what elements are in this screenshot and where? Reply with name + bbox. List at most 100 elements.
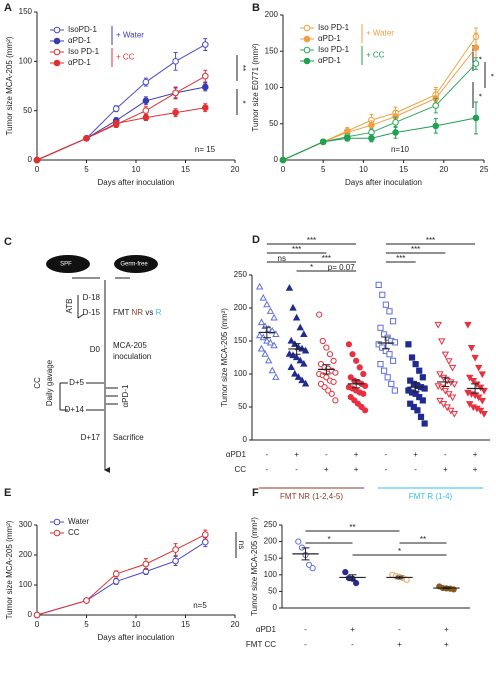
data-point bbox=[475, 364, 483, 372]
atb-arrow bbox=[77, 295, 85, 319]
data-point bbox=[407, 377, 414, 384]
data-point bbox=[368, 134, 375, 142]
sem-bar bbox=[262, 326, 271, 339]
data-point bbox=[467, 345, 476, 352]
x-tick-label: 10 bbox=[359, 165, 368, 174]
x-tick-label: 25 bbox=[480, 165, 489, 174]
data-point bbox=[287, 363, 295, 370]
data-point bbox=[388, 380, 395, 387]
data-point bbox=[478, 397, 487, 405]
gavage-label: Daily gavage bbox=[45, 359, 54, 406]
significance-label: ** bbox=[420, 535, 426, 544]
data-point bbox=[392, 129, 399, 136]
annotation: * bbox=[474, 93, 483, 96]
data-point bbox=[319, 138, 327, 146]
row-label: FMT CC bbox=[246, 640, 276, 649]
data-point bbox=[326, 351, 334, 358]
data-point bbox=[445, 391, 453, 398]
mouse-icon bbox=[114, 255, 158, 273]
data-point bbox=[368, 121, 375, 129]
data-point bbox=[416, 367, 423, 374]
series-line bbox=[36, 534, 206, 616]
group-label: FMT NR (1-2,4-5) bbox=[280, 492, 343, 501]
row-label: CC bbox=[234, 465, 246, 474]
data-point bbox=[377, 361, 384, 368]
x-axis-label: Days after inoculation bbox=[98, 178, 175, 187]
data-point bbox=[33, 156, 41, 164]
data-point bbox=[349, 351, 356, 358]
data-point bbox=[202, 538, 209, 546]
data-point bbox=[345, 341, 353, 348]
inoculation-label: MCA-205 bbox=[113, 341, 147, 350]
data-point bbox=[356, 364, 363, 371]
data-point bbox=[142, 107, 150, 114]
data-point bbox=[287, 336, 295, 344]
gavage-bracket bbox=[59, 382, 68, 411]
data-point bbox=[419, 397, 426, 404]
data-point bbox=[448, 364, 457, 372]
data-point bbox=[319, 337, 326, 345]
data-point bbox=[202, 531, 209, 538]
data-point bbox=[448, 394, 457, 402]
data-point bbox=[300, 359, 308, 367]
data-point bbox=[142, 97, 150, 105]
y-tick-label: 100 bbox=[234, 369, 248, 378]
data-point bbox=[471, 354, 479, 362]
data-point bbox=[112, 105, 120, 112]
atb-label: ATB bbox=[65, 299, 74, 314]
data-point bbox=[436, 397, 444, 405]
row-value: - bbox=[304, 640, 307, 649]
x-tick-label: 0 bbox=[35, 620, 40, 629]
data-point bbox=[289, 303, 297, 311]
data-point bbox=[291, 369, 299, 377]
data-point bbox=[301, 379, 310, 387]
y-axis-label: Tumor size MCA-205 (mm²) bbox=[220, 308, 229, 407]
x-tick-label: 15 bbox=[181, 620, 190, 629]
data-point bbox=[323, 344, 330, 351]
legend-marker bbox=[53, 26, 61, 34]
data-point bbox=[476, 407, 485, 415]
row-value: + bbox=[397, 640, 402, 649]
data-point bbox=[259, 333, 267, 341]
data-point bbox=[405, 341, 412, 348]
legend-marker bbox=[53, 59, 61, 67]
data-point bbox=[441, 387, 450, 395]
row-value: + bbox=[413, 450, 418, 459]
y-tick-label: 250 bbox=[264, 520, 278, 529]
y-axis-label: Tumor size E0771 (mm²) bbox=[251, 43, 260, 132]
data-point bbox=[432, 102, 440, 109]
data-point bbox=[360, 390, 367, 397]
data-point bbox=[377, 324, 384, 331]
data-point bbox=[83, 134, 90, 142]
significance-label: * bbox=[327, 535, 330, 544]
mouse-label: Germ-free bbox=[120, 262, 148, 268]
data-point bbox=[360, 370, 367, 378]
data-point bbox=[382, 301, 389, 308]
sem-bar bbox=[395, 575, 404, 580]
data-point bbox=[112, 570, 120, 578]
data-point bbox=[466, 401, 474, 408]
row-value: + bbox=[324, 465, 329, 474]
data-point bbox=[386, 351, 393, 358]
data-point bbox=[202, 104, 209, 112]
data-point bbox=[417, 413, 425, 420]
data-point bbox=[476, 384, 485, 392]
significance-label: *** bbox=[322, 254, 331, 263]
sem-bar bbox=[381, 336, 390, 350]
x-tick-label: 5 bbox=[84, 620, 89, 629]
x-tick-label: 0 bbox=[35, 165, 40, 174]
x-tick-label: 10 bbox=[132, 165, 141, 174]
data-point bbox=[255, 331, 264, 339]
legend-label: αPD-1 bbox=[68, 36, 91, 45]
legend-group: + CC bbox=[116, 53, 135, 62]
data-point bbox=[142, 114, 150, 121]
data-point bbox=[392, 119, 399, 126]
significance-label: ** bbox=[349, 523, 355, 532]
x-tick-label: 5 bbox=[84, 165, 89, 174]
data-point bbox=[384, 374, 391, 381]
data-point bbox=[259, 293, 267, 301]
day-label: D0 bbox=[90, 345, 101, 354]
data-point bbox=[172, 89, 179, 97]
data-point bbox=[441, 351, 450, 359]
data-point bbox=[362, 407, 369, 414]
